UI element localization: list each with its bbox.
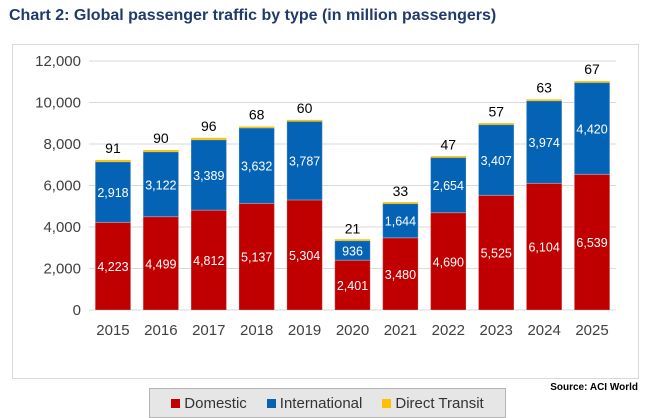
data-label-domestic: 6,104 [528, 241, 559, 255]
bar-domestic [286, 199, 323, 311]
data-label-domestic: 4,223 [97, 260, 128, 274]
chart-frame: 0 2,000 4,000 6,000 8,000 10,000 12,000 4,223 2,… [12, 44, 639, 418]
x-tick-label: 2025 [575, 322, 608, 339]
legend-label-domestic: Domestic [184, 394, 247, 412]
y-tick-label: 10,000 [35, 95, 81, 112]
data-label-international: 3,632 [241, 160, 272, 174]
x-tick-label: 2019 [288, 322, 321, 339]
legend-item-direct-transit: Direct Transit [382, 394, 484, 412]
data-label-direct-transit: 91 [105, 140, 121, 156]
legend-item-domestic: Domestic [171, 395, 247, 412]
bar-domestic [478, 194, 515, 311]
data-label-domestic: 5,304 [289, 249, 320, 263]
data-label-international: 2,918 [97, 186, 128, 200]
data-label-direct-transit: 21 [345, 220, 361, 236]
bar-international [573, 82, 611, 175]
chart-title: Chart 2: Global passenger traffic by typ… [9, 7, 497, 24]
bar-domestic [238, 202, 275, 311]
y-tick-label: 0 [73, 302, 81, 319]
data-label-direct-transit: 90 [153, 130, 169, 146]
data-label-domestic: 2,401 [337, 279, 368, 293]
source-note: Source: ACI World [550, 382, 638, 393]
stacked-bar-chart: 0 2,000 4,000 6,000 8,000 10,000 12,000 4,223 2,… [35, 53, 616, 339]
x-tick-label: 2018 [240, 322, 273, 339]
x-tick-label: 2021 [384, 322, 417, 339]
bar-international [478, 124, 515, 196]
data-label-international: 936 [342, 244, 363, 258]
data-label-international: 1,644 [385, 215, 416, 229]
y-tick-label: 4,000 [43, 219, 81, 236]
data-label-direct-transit: 67 [584, 61, 600, 77]
data-label-direct-transit: 68 [249, 107, 265, 123]
data-label-international: 3,787 [289, 155, 320, 169]
bar-direct-transit [382, 202, 419, 204]
bar-direct-transit [286, 119, 323, 122]
bar-international [286, 120, 323, 201]
bar-domestic [573, 173, 611, 311]
legend-label-direct-transit: Direct Transit [395, 394, 484, 412]
data-label-direct-transit: 63 [536, 80, 552, 96]
data-label-international: 4,420 [576, 122, 607, 136]
chart-legend: Domestic International Direct Transit [149, 388, 506, 418]
y-tick-label: 6,000 [43, 178, 81, 195]
y-tick-label: 12,000 [35, 53, 81, 70]
x-tick-label: 2015 [96, 322, 129, 339]
bar-direct-transit [526, 99, 562, 101]
bar-direct-transit [191, 137, 227, 140]
bar-international [190, 139, 227, 211]
bar-direct-transit [478, 123, 514, 125]
data-label-direct-transit: 57 [488, 103, 504, 119]
bar-domestic [94, 221, 132, 311]
bar-domestic [190, 209, 227, 311]
data-label-domestic: 6,539 [576, 236, 607, 250]
data-label-direct-transit: 60 [297, 100, 313, 116]
x-tick-label: 2016 [144, 322, 177, 339]
bar-domestic [382, 237, 419, 311]
legend-swatch-international [266, 398, 276, 408]
bar-direct-transit [430, 156, 467, 158]
legend-item-international: International [266, 394, 363, 412]
bar-domestic [142, 216, 180, 311]
data-label-international: 3,389 [193, 169, 224, 183]
bar-international [382, 203, 419, 239]
x-tick-label: 2023 [480, 322, 513, 339]
legend-swatch-direct-transit [382, 398, 392, 408]
data-label-domestic: 4,812 [193, 254, 224, 268]
data-label-international: 3,122 [145, 178, 176, 192]
x-tick-label: 2024 [527, 322, 560, 339]
bar-direct-transit [95, 159, 131, 162]
data-label-domestic: 5,525 [481, 247, 512, 261]
x-tick-label: 2022 [432, 322, 465, 339]
y-tick-label: 2,000 [43, 261, 81, 278]
bar-direct-transit [334, 239, 371, 241]
legend-label-international: International [279, 394, 363, 412]
bar-international [94, 161, 132, 223]
y-tick-label: 8,000 [43, 136, 81, 153]
legend-swatch-domestic [171, 398, 181, 408]
data-label-international: 3,974 [528, 136, 559, 150]
bar-direct-transit [238, 126, 275, 129]
data-label-direct-transit: 47 [441, 137, 457, 153]
data-label-international: 2,654 [433, 179, 464, 193]
data-label-domestic: 4,690 [433, 255, 464, 269]
data-label-domestic: 4,499 [145, 257, 176, 271]
x-tick-label: 2020 [336, 322, 369, 339]
data-label-international: 3,407 [481, 154, 512, 168]
bar-international [238, 127, 275, 204]
data-label-domestic: 3,480 [385, 268, 416, 282]
bar-direct-transit [574, 81, 610, 83]
bar-international [142, 151, 180, 218]
data-label-direct-transit: 96 [201, 118, 217, 134]
data-label-direct-transit: 33 [393, 183, 409, 199]
bar-domestic [334, 259, 371, 311]
x-tick-label: 2017 [192, 322, 225, 339]
data-label-domestic: 5,137 [241, 251, 272, 265]
bar-direct-transit [143, 149, 179, 152]
